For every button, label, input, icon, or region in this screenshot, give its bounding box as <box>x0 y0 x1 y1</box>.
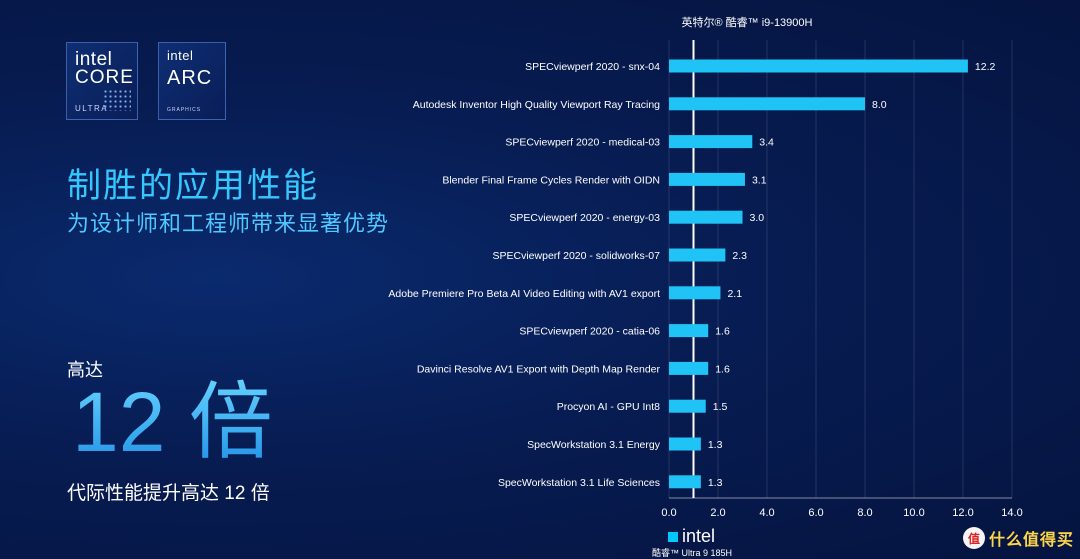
big-number: 12 倍 <box>72 372 273 472</box>
x-tick-7: 14.0 <box>1001 507 1022 519</box>
value-label-9: 1.5 <box>713 401 728 413</box>
left-panel: intel CORE ULTRA intel ARC GRAPHICS 制胜的应… <box>0 0 400 556</box>
watermark-icon: 值 <box>962 527 985 549</box>
x-tick-6: 12.0 <box>952 507 973 519</box>
arc-logo-line: ARC <box>167 67 213 89</box>
core-logo-sub: ULTRA <box>75 104 109 113</box>
category-label-9: Procyon AI - GPU Int8 <box>557 401 660 413</box>
category-label-2: SPECviewperf 2020 - medical-03 <box>505 137 660 149</box>
logo-dots-decoration <box>103 89 131 111</box>
x-tick-1: 2.0 <box>710 507 725 519</box>
bar-3 <box>669 172 745 186</box>
category-label-5: SPECviewperf 2020 - solidworks-07 <box>493 250 661 262</box>
category-label-10: SpecWorkstation 3.1 Energy <box>527 439 661 451</box>
headline: 制胜的应用性能 <box>67 167 319 205</box>
category-label-7: SPECviewperf 2020 - catia-06 <box>519 326 660 338</box>
footer-brand: intel <box>682 526 716 546</box>
intel-arc-logo: intel ARC GRAPHICS <box>158 42 226 120</box>
watermark: 值 什么值得买 <box>962 526 1074 550</box>
x-tick-4: 8.0 <box>857 507 872 519</box>
category-label-1: Autodesk Inventor High Quality Viewport … <box>413 99 660 111</box>
bar-10 <box>669 437 701 451</box>
x-tick-3: 6.0 <box>808 507 823 519</box>
value-label-10: 1.3 <box>708 439 723 451</box>
value-label-6: 2.1 <box>727 288 742 300</box>
subheadline: 为设计师和工程师带来显著优势 <box>67 211 390 236</box>
arc-logo-sub: GRAPHICS <box>167 107 202 113</box>
bar-6 <box>669 286 721 300</box>
arc-logo-brand: intel <box>167 48 194 63</box>
category-label-0: SPECviewperf 2020 - snx-04 <box>525 61 660 73</box>
x-tick-5: 10.0 <box>903 507 924 519</box>
value-label-1: 8.0 <box>872 99 887 111</box>
category-label-8: Davinci Resolve AV1 Export with Depth Ma… <box>417 363 661 375</box>
category-label-3: Blender Final Frame Cycles Render with O… <box>442 174 660 186</box>
value-label-3: 3.1 <box>752 174 767 186</box>
bar-8 <box>669 361 709 375</box>
bar-11 <box>669 475 701 489</box>
x-tick-0: 0.0 <box>661 507 676 519</box>
value-label-0: 12.2 <box>975 61 996 73</box>
value-label-11: 1.3 <box>708 477 723 489</box>
bar-9 <box>669 399 706 413</box>
watermark-text: 什么值得买 <box>988 532 1074 549</box>
bar-7 <box>669 324 709 338</box>
category-label-11: SpecWorkstation 3.1 Life Sciences <box>498 477 660 489</box>
intel-square-icon <box>668 532 678 543</box>
footer-intel-logo: intel <box>668 526 715 547</box>
bar-1 <box>669 97 865 111</box>
footer-product: 酷睿™ Ultra 9 185H <box>651 548 733 558</box>
value-label-2: 3.4 <box>759 137 774 149</box>
core-logo-brand: intel <box>75 49 113 70</box>
intel-core-ultra-logo: intel CORE ULTRA <box>66 42 138 120</box>
bar-5 <box>669 248 726 262</box>
chart-title: 英特尔® 酷睿™ i9-13900H <box>681 17 813 29</box>
up-to-label: 高达 <box>67 360 103 380</box>
category-label-6: Adobe Premiere Pro Beta AI Video Editing… <box>388 288 660 300</box>
value-label-7: 1.6 <box>715 326 730 338</box>
value-label-8: 1.6 <box>715 363 730 375</box>
category-label-4: SPECviewperf 2020 - energy-03 <box>509 212 660 224</box>
bar-2 <box>669 135 753 149</box>
x-tick-2: 4.0 <box>759 507 774 519</box>
value-label-5: 2.3 <box>732 250 747 262</box>
value-label-4: 3.0 <box>750 212 765 224</box>
bar-0 <box>669 59 968 73</box>
bar-4 <box>669 210 743 224</box>
core-logo-line: CORE <box>75 67 134 88</box>
footnote: 代际性能提升高达 12 倍 <box>67 483 270 504</box>
